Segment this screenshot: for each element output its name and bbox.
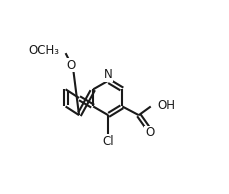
Text: Cl: Cl: [102, 135, 114, 148]
Text: OH: OH: [157, 99, 175, 112]
Text: OCH₃: OCH₃: [28, 44, 59, 57]
Text: O: O: [144, 126, 153, 139]
Text: O: O: [66, 59, 75, 72]
Text: N: N: [103, 68, 112, 81]
